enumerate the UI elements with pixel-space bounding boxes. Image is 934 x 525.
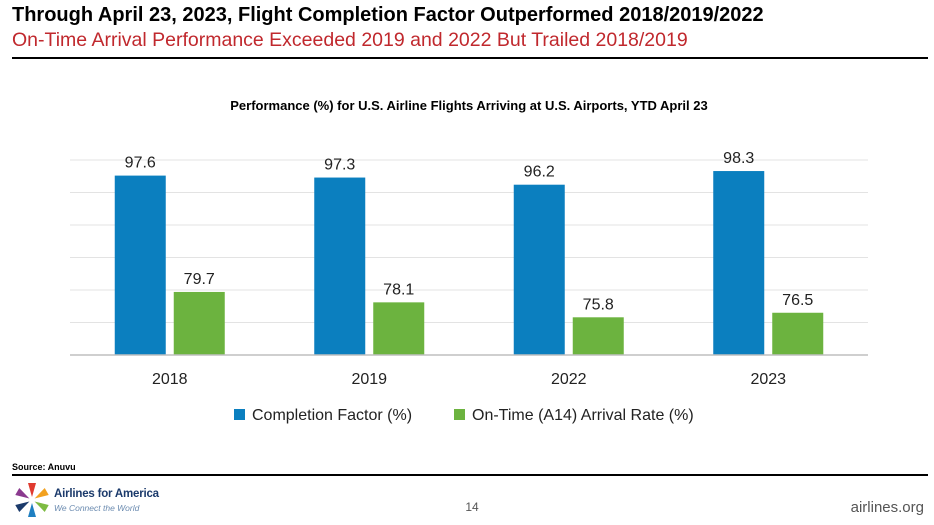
bar — [173, 291, 225, 355]
bar — [713, 171, 765, 355]
page-subheadline: On-Time Arrival Performance Exceeded 201… — [12, 29, 688, 51]
data-label: 98.3 — [723, 150, 754, 167]
data-label: 78.1 — [383, 281, 414, 298]
footer-divider — [12, 474, 928, 476]
legend-swatch — [234, 409, 245, 420]
bar — [114, 175, 166, 355]
logo-tagline: We Connect the World — [54, 503, 140, 513]
data-label: 97.3 — [324, 157, 355, 174]
data-label: 96.2 — [524, 164, 555, 181]
page-number: 14 — [465, 500, 479, 514]
legend-label: Completion Factor (%) — [252, 407, 412, 424]
bar-chart: Performance (%) for U.S. Airline Flights… — [70, 98, 868, 424]
x-tick-label: 2022 — [551, 371, 587, 388]
chart-title: Performance (%) for U.S. Airline Flights… — [230, 98, 707, 113]
bar — [373, 302, 425, 355]
bar — [772, 312, 824, 355]
airline-star-icon — [15, 483, 49, 517]
x-tick-label: 2023 — [750, 371, 786, 388]
data-label: 75.8 — [583, 296, 614, 313]
airlines-for-america-logo: Airlines for America We Connect the Worl… — [12, 480, 192, 520]
data-label: 79.7 — [184, 271, 215, 288]
data-label: 97.6 — [125, 155, 156, 172]
x-tick-label: 2019 — [351, 371, 387, 388]
x-tick-label: 2018 — [152, 371, 188, 388]
logo-name: Airlines for America — [54, 488, 159, 500]
data-label: 76.5 — [782, 292, 813, 309]
legend-swatch — [454, 409, 465, 420]
header-divider — [12, 57, 928, 59]
site-url[interactable]: airlines.org — [850, 499, 924, 516]
bar — [513, 184, 565, 355]
source-note: Source: Anuvu — [12, 462, 76, 472]
bar — [572, 317, 624, 355]
page-headline: Through April 23, 2023, Flight Completio… — [12, 4, 764, 26]
bar — [314, 177, 366, 355]
legend-label: On-Time (A14) Arrival Rate (%) — [472, 407, 694, 424]
